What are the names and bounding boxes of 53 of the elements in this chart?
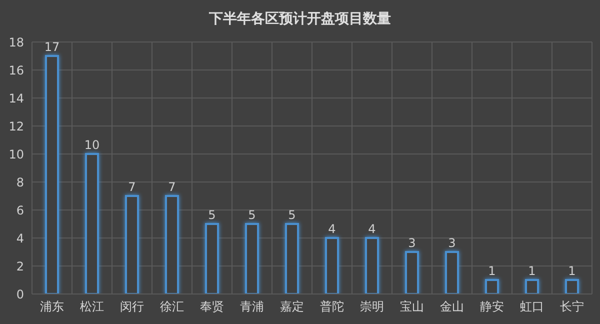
- data-label: 5: [288, 208, 296, 222]
- bar: [285, 223, 299, 294]
- bar: [485, 279, 499, 294]
- bar: [445, 251, 459, 294]
- bar: [45, 55, 59, 294]
- bar: [525, 279, 539, 294]
- data-label: 3: [408, 236, 416, 250]
- data-label: 1: [528, 264, 536, 278]
- bar: [365, 237, 379, 294]
- x-tick-label: 静安: [480, 300, 504, 314]
- y-tick-label: 10: [8, 147, 24, 162]
- bar: [165, 195, 179, 294]
- data-label: 3: [448, 236, 456, 250]
- y-tick-label: 4: [16, 231, 24, 246]
- data-label: 5: [248, 208, 256, 222]
- y-tick-label: 6: [16, 203, 24, 218]
- x-tick-label: 长宁: [560, 300, 584, 314]
- x-tick-label: 奉贤: [200, 300, 224, 314]
- y-tick-label: 12: [8, 119, 24, 134]
- x-tick-label: 浦东: [40, 300, 64, 314]
- bar: [245, 223, 259, 294]
- data-label: 7: [128, 180, 136, 194]
- bar: [325, 237, 339, 294]
- data-label: 10: [84, 138, 100, 152]
- x-tick-label: 崇明: [360, 300, 384, 314]
- bar: [205, 223, 219, 294]
- data-label: 1: [568, 264, 576, 278]
- y-tick-label: 18: [8, 35, 24, 50]
- chart-title: 下半年各区预计开盘项目数量: [208, 10, 392, 28]
- data-label: 7: [168, 180, 176, 194]
- bar: [85, 153, 99, 294]
- x-tick-label: 青浦: [240, 300, 264, 314]
- y-tick-label: 2: [16, 259, 24, 274]
- x-tick-label: 金山: [440, 300, 464, 314]
- data-label: 1: [488, 264, 496, 278]
- bar: [565, 279, 579, 294]
- bar: [125, 195, 139, 294]
- x-tick-label: 徐汇: [160, 300, 184, 314]
- x-tick-label: 嘉定: [280, 300, 304, 314]
- x-tick-label: 普陀: [320, 300, 344, 314]
- x-tick-label: 闵行: [120, 300, 144, 314]
- data-label: 4: [328, 222, 336, 236]
- y-tick-label: 8: [16, 175, 24, 190]
- y-tick-label: 14: [8, 91, 24, 106]
- x-tick-label: 松江: [80, 300, 104, 314]
- x-tick-label: 宝山: [400, 300, 424, 314]
- y-tick-label: 0: [16, 287, 24, 302]
- data-label: 5: [208, 208, 216, 222]
- y-tick-label: 16: [8, 63, 24, 78]
- data-label: 4: [368, 222, 376, 236]
- bar: [405, 251, 419, 294]
- x-tick-label: 虹口: [520, 300, 544, 314]
- data-label: 17: [44, 40, 60, 54]
